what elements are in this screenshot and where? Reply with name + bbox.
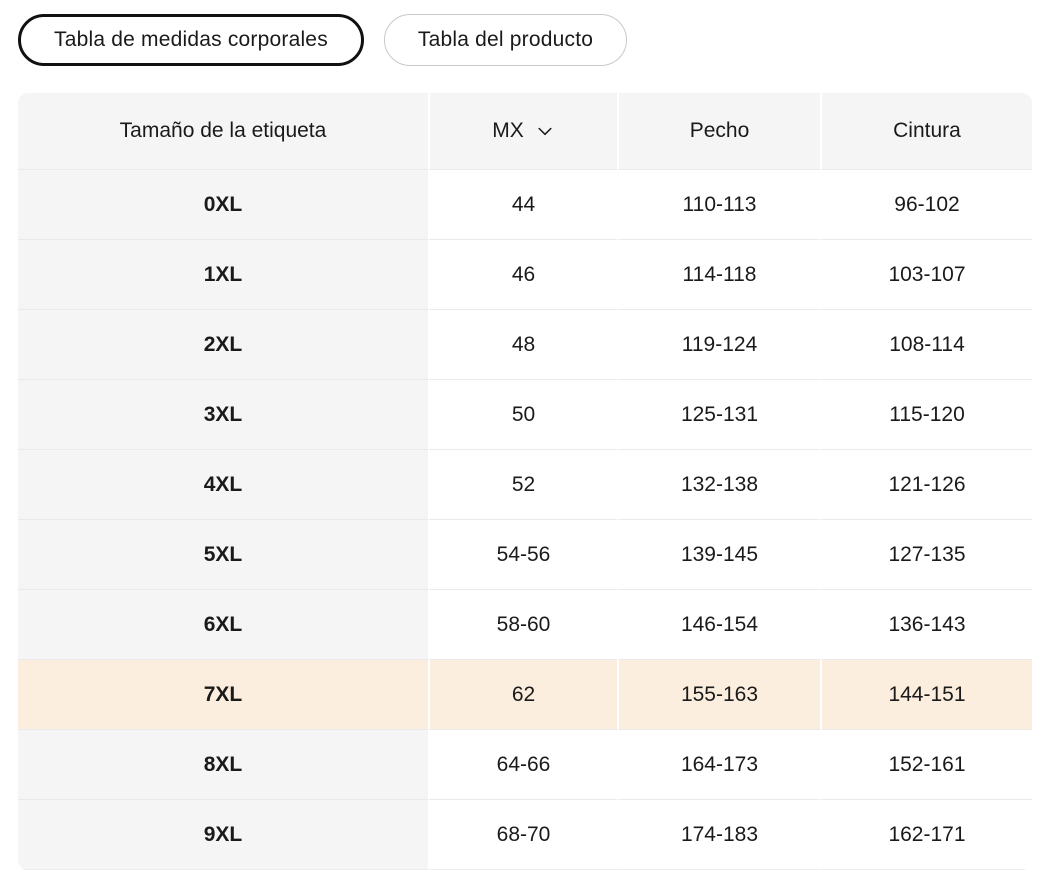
- unit-value-cell: 48: [428, 309, 617, 379]
- size-label-cell: 4XL: [18, 449, 428, 519]
- cintura-value-cell: 115-120: [820, 379, 1032, 449]
- chevron-down-icon: [535, 121, 555, 141]
- pecho-value-cell: 110-113: [617, 169, 820, 239]
- cintura-value-cell: 162-171: [820, 799, 1032, 870]
- table-row: 3XL 50 125-131 115-120: [18, 379, 1032, 449]
- table-row: 7XL 62 155-163 144-151: [18, 659, 1032, 729]
- unit-selector[interactable]: MX: [492, 119, 555, 143]
- size-label-cell: 2XL: [18, 309, 428, 379]
- table-row: 9XL 68-70 174-183 162-171: [18, 799, 1032, 870]
- tab-product-measurements[interactable]: Tabla del producto: [383, 14, 628, 66]
- pecho-value-cell: 174-183: [617, 799, 820, 870]
- size-chart: Tamaño de la etiqueta MX Pecho Cint: [18, 93, 1032, 870]
- tab-bar: Tabla de medidas corporales Tabla del pr…: [18, 14, 1032, 66]
- table-row: 2XL 48 119-124 108-114: [18, 309, 1032, 379]
- table-row: 0XL 44 110-113 96-102: [18, 169, 1032, 239]
- table-row: 4XL 52 132-138 121-126: [18, 449, 1032, 519]
- unit-value-cell: 58-60: [428, 589, 617, 659]
- cintura-value-cell: 103-107: [820, 239, 1032, 309]
- cintura-value-cell: 108-114: [820, 309, 1032, 379]
- unit-value-cell: 68-70: [428, 799, 617, 870]
- cintura-value-cell: 136-143: [820, 589, 1032, 659]
- table-row: 5XL 54-56 139-145 127-135: [18, 519, 1032, 589]
- unit-value-cell: 52: [428, 449, 617, 519]
- unit-value-cell: 44: [428, 169, 617, 239]
- cintura-value-cell: 96-102: [820, 169, 1032, 239]
- size-label-cell: 1XL: [18, 239, 428, 309]
- column-header-pecho: Pecho: [617, 93, 820, 169]
- unit-value-cell: 64-66: [428, 729, 617, 799]
- table-row: 6XL 58-60 146-154 136-143: [18, 589, 1032, 659]
- column-header-cintura: Cintura: [820, 93, 1032, 169]
- cintura-value-cell: 127-135: [820, 519, 1032, 589]
- size-label-cell: 6XL: [18, 589, 428, 659]
- pecho-value-cell: 155-163: [617, 659, 820, 729]
- table-row: 1XL 46 114-118 103-107: [18, 239, 1032, 309]
- column-header-unit: MX: [428, 93, 617, 169]
- pecho-value-cell: 146-154: [617, 589, 820, 659]
- pecho-value-cell: 139-145: [617, 519, 820, 589]
- table-header-row: Tamaño de la etiqueta MX Pecho Cint: [18, 93, 1032, 169]
- unit-value-cell: 50: [428, 379, 617, 449]
- pecho-value-cell: 125-131: [617, 379, 820, 449]
- size-label-cell: 7XL: [18, 659, 428, 729]
- size-label-cell: 9XL: [18, 799, 428, 870]
- unit-value-cell: 62: [428, 659, 617, 729]
- cintura-value-cell: 121-126: [820, 449, 1032, 519]
- pecho-value-cell: 119-124: [617, 309, 820, 379]
- cintura-value-cell: 152-161: [820, 729, 1032, 799]
- unit-value-cell: 46: [428, 239, 617, 309]
- size-table: Tamaño de la etiqueta MX Pecho Cint: [18, 93, 1032, 870]
- size-label-cell: 8XL: [18, 729, 428, 799]
- unit-value-cell: 54-56: [428, 519, 617, 589]
- table-row: 8XL 64-66 164-173 152-161: [18, 729, 1032, 799]
- table-body: 0XL 44 110-113 96-102 1XL 46 114-118 103…: [18, 169, 1032, 870]
- pecho-value-cell: 114-118: [617, 239, 820, 309]
- size-label-cell: 0XL: [18, 169, 428, 239]
- pecho-value-cell: 132-138: [617, 449, 820, 519]
- pecho-value-cell: 164-173: [617, 729, 820, 799]
- unit-selector-label: MX: [492, 119, 524, 142]
- size-label-cell: 5XL: [18, 519, 428, 589]
- tab-body-measurements[interactable]: Tabla de medidas corporales: [18, 14, 364, 66]
- size-label-cell: 3XL: [18, 379, 428, 449]
- cintura-value-cell: 144-151: [820, 659, 1032, 729]
- column-header-size: Tamaño de la etiqueta: [18, 93, 428, 169]
